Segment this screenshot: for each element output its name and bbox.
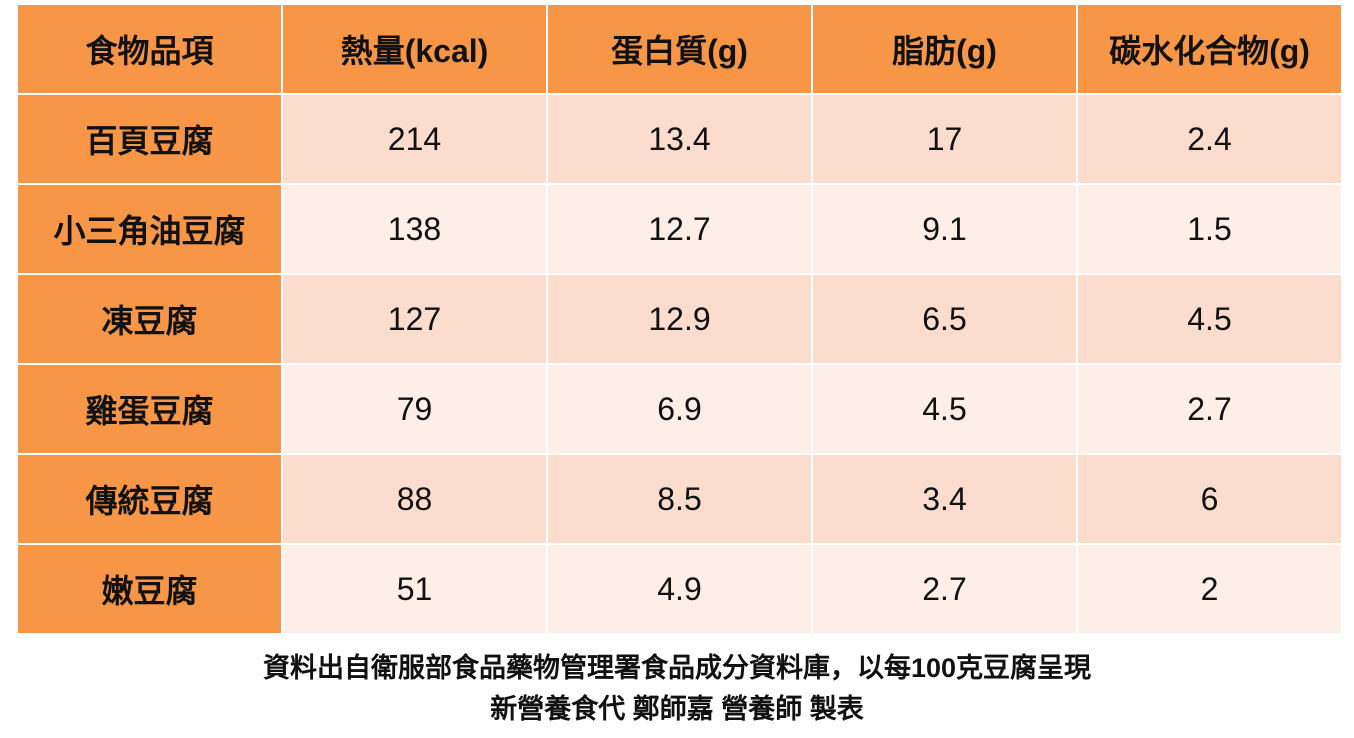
- value-cell: 6.5: [813, 275, 1076, 363]
- source-note: 資料出自衛服部食品藥物管理署食品成分資料庫，以每100克豆腐呈現: [262, 653, 1092, 683]
- value-cell: 2.7: [813, 545, 1076, 633]
- value-cell: 127: [283, 275, 546, 363]
- value-cell: 51: [283, 545, 546, 633]
- value-cell: 2.4: [1078, 95, 1341, 183]
- value-cell: 4.5: [813, 365, 1076, 453]
- value-cell: 4.5: [1078, 275, 1341, 363]
- value-cell: 12.9: [548, 275, 811, 363]
- header-cell: 脂肪(g): [813, 5, 1076, 93]
- value-cell: 138: [283, 185, 546, 273]
- header-cell: 熱量(kcal): [283, 5, 546, 93]
- value-cell: 6.9: [548, 365, 811, 453]
- food-name: 嫩豆腐: [18, 545, 281, 633]
- value-cell: 1.5: [1078, 185, 1341, 273]
- header-cell: 蛋白質(g): [548, 5, 811, 93]
- value-cell: 88: [283, 455, 546, 543]
- value-cell: 3.4: [813, 455, 1076, 543]
- value-cell: 12.7: [548, 185, 811, 273]
- value-cell: 4.9: [548, 545, 811, 633]
- value-cell: 214: [283, 95, 546, 183]
- value-cell: 13.4: [548, 95, 811, 183]
- header-cell: 食物品項: [18, 5, 281, 93]
- footer: 資料出自衛服部食品藥物管理署食品成分資料庫，以每100克豆腐呈現 新營養食代 鄭…: [0, 648, 1354, 730]
- food-name: 小三角油豆腐: [18, 185, 281, 273]
- food-name: 傳統豆腐: [18, 455, 281, 543]
- value-cell: 79: [283, 365, 546, 453]
- value-cell: 9.1: [813, 185, 1076, 273]
- credit-note: 新營養食代 鄭師嘉 營養師 製表: [490, 694, 864, 724]
- food-name: 凍豆腐: [18, 275, 281, 363]
- value-cell: 17: [813, 95, 1076, 183]
- value-cell: 6: [1078, 455, 1341, 543]
- value-cell: 2.7: [1078, 365, 1341, 453]
- value-cell: 2: [1078, 545, 1341, 633]
- food-name: 雞蛋豆腐: [18, 365, 281, 453]
- header-cell: 碳水化合物(g): [1078, 5, 1341, 93]
- nutrition-table: 食物品項 熱量(kcal) 蛋白質(g) 脂肪(g) 碳水化合物(g) 百頁豆腐 214 13…: [18, 5, 1341, 633]
- food-name: 百頁豆腐: [18, 95, 281, 183]
- value-cell: 8.5: [548, 455, 811, 543]
